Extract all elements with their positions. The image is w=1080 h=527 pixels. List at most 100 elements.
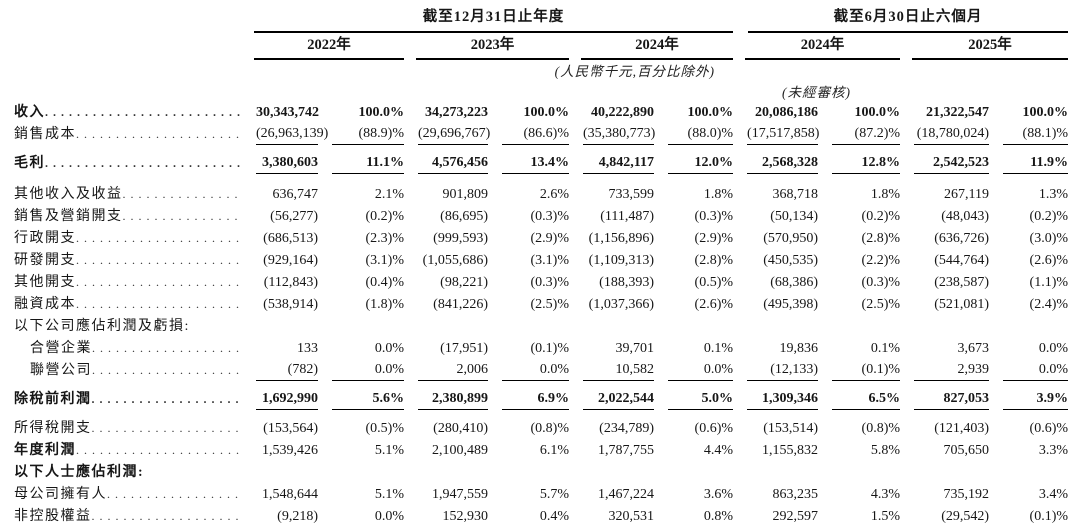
year-header-2023: 2023年 bbox=[404, 33, 569, 60]
percent-cell: 2.1% bbox=[374, 187, 404, 202]
value-cell: (234,789) bbox=[599, 421, 654, 436]
value-cell: (1,156,896) bbox=[588, 231, 654, 246]
value-cell: 827,053 bbox=[900, 385, 990, 410]
percent-cell: 1.8% bbox=[870, 187, 901, 202]
percent-cell: 0.0% bbox=[318, 359, 404, 381]
row-label-cell: 以下公司應佔利潤及虧損: bbox=[6, 315, 242, 337]
value-cell: 1,692,990 bbox=[242, 385, 318, 410]
row-label-cell: 非控股權益 bbox=[6, 505, 242, 527]
value-cell: (999,593) bbox=[433, 231, 488, 246]
percent-cell: (2.5)% bbox=[530, 297, 570, 312]
percent-cell: 5.7% bbox=[539, 487, 569, 502]
percent-cell: 6.9% bbox=[488, 385, 569, 410]
value-cell bbox=[569, 315, 654, 337]
percent-cell: 5.1% bbox=[374, 443, 404, 458]
value-cell: (26,963,139) bbox=[242, 123, 328, 145]
value-cell: (686,513) bbox=[263, 231, 318, 246]
value-cell: (636,726) bbox=[934, 231, 990, 246]
row-label: 融資成本 bbox=[14, 297, 76, 312]
row-label: 毛利 bbox=[14, 156, 45, 171]
value-cell: (495,398) bbox=[763, 297, 819, 312]
value-cell: 901,809 bbox=[442, 187, 489, 202]
value-cell: (1,037,366) bbox=[588, 297, 654, 312]
percent-cell: (0.4)% bbox=[365, 275, 405, 290]
dot-leader bbox=[123, 209, 243, 225]
percent-cell: 12.0% bbox=[654, 149, 734, 174]
table-row: 非控股權益 (9,218) 0.0% 152,930 0.4% 320,531 0.8% 29… bbox=[6, 505, 1068, 527]
table-row: 所得稅開支 (153,564) (0.5)% (280,410) (0.8)% (234,… bbox=[6, 417, 1068, 439]
dot-leader bbox=[45, 105, 242, 121]
value-cell: 636,747 bbox=[272, 187, 319, 202]
value-cell: 30,343,742 bbox=[256, 105, 319, 120]
value-cell: (48,043) bbox=[941, 209, 990, 224]
row-label: 銷售及營銷開支 bbox=[14, 209, 123, 224]
dot-leader bbox=[76, 443, 242, 459]
percent-cell: 0.0% bbox=[654, 359, 734, 381]
percent-cell: (1.1)% bbox=[1029, 275, 1069, 290]
percent-cell: 0.1% bbox=[870, 341, 901, 356]
percent-cell: (0.6)% bbox=[694, 421, 734, 436]
percent-cell: 5.8% bbox=[870, 443, 901, 458]
value-cell: 3,673 bbox=[957, 341, 990, 356]
value-cell: 292,597 bbox=[772, 509, 819, 524]
value-cell: 1,309,346 bbox=[733, 385, 819, 410]
row-label-cell: 研發開支 bbox=[6, 249, 242, 271]
percent-cell: 5.0% bbox=[654, 385, 734, 410]
percent-cell: 1.3% bbox=[1038, 187, 1069, 202]
percent-cell: 11.1% bbox=[318, 149, 404, 174]
percent-cell bbox=[818, 461, 900, 483]
percent-cell: 100.0% bbox=[523, 105, 570, 120]
percent-cell: 6.1% bbox=[539, 443, 569, 458]
percent-cell bbox=[989, 315, 1068, 337]
row-label: 銷售成本 bbox=[14, 127, 76, 142]
period-group-annual-cell: 截至12月31日止年度 bbox=[242, 5, 734, 33]
percent-cell: 5.6% bbox=[318, 385, 404, 410]
value-cell: 1,947,559 bbox=[432, 487, 488, 502]
percent-cell: 12.8% bbox=[818, 149, 901, 174]
table-row: 銷售及營銷開支 (56,277) (0.2)% (86,695) (0.3)% (111,… bbox=[6, 205, 1068, 227]
percent-cell: 0.1% bbox=[703, 341, 734, 356]
percent-cell: 100.0% bbox=[358, 105, 405, 120]
table-row: 毛利3,380,60311.1%4,576,45613.4%4,842,1171… bbox=[6, 149, 1069, 174]
percent-cell: (0.3)% bbox=[530, 275, 570, 290]
value-cell bbox=[900, 461, 989, 483]
table-row: 除稅前利潤 1,692,9905.6%2,380,8996.9%2,022,544… bbox=[6, 385, 1069, 410]
percent-cell: 4.3% bbox=[870, 487, 901, 502]
value-cell: 2,380,899 bbox=[404, 385, 488, 410]
row-label: 非控股權益 bbox=[14, 509, 92, 524]
value-cell: (521,081) bbox=[934, 297, 990, 312]
row-label: 除稅前利潤 bbox=[14, 392, 92, 407]
percent-cell bbox=[818, 315, 900, 337]
percent-cell: (88.0)% bbox=[654, 123, 734, 145]
percent-cell: (2.6)% bbox=[694, 297, 734, 312]
value-cell: 2,939 bbox=[900, 359, 990, 381]
percent-cell: (0.1)% bbox=[530, 341, 570, 356]
dot-leader bbox=[76, 297, 242, 313]
value-cell: (544,764) bbox=[934, 253, 990, 268]
table-body: 收入 30,343,742 100.0% 34,273,223 100.0% 40,222… bbox=[6, 101, 1069, 527]
value-cell: 267,119 bbox=[944, 187, 990, 202]
dot-leader bbox=[76, 275, 242, 291]
dot-leader bbox=[92, 509, 243, 525]
table-row: 行政開支 (686,513) (2.3)% (999,593) (2.9)% (1,156… bbox=[6, 227, 1068, 249]
percent-cell: (0.3)% bbox=[861, 275, 901, 290]
percent-cell: 6.5% bbox=[818, 385, 901, 410]
percent-cell: (0.1)% bbox=[1029, 509, 1069, 524]
value-cell: (450,535) bbox=[763, 253, 819, 268]
percent-cell: 0.0% bbox=[374, 509, 404, 524]
percent-cell: 0.0% bbox=[374, 341, 404, 356]
value-cell: 40,222,890 bbox=[591, 105, 654, 120]
value-cell bbox=[404, 461, 488, 483]
value-cell: 1,787,755 bbox=[598, 443, 654, 458]
year-header-2024-interim: 2024年 bbox=[733, 33, 901, 60]
value-cell: 4,576,456 bbox=[404, 149, 488, 174]
row-label: 以下公司應佔利潤及虧損: bbox=[14, 319, 190, 334]
value-cell: (18,780,024) bbox=[900, 123, 990, 145]
percent-cell: (2.6)% bbox=[1029, 253, 1069, 268]
percent-cell: (3.0)% bbox=[1029, 231, 1069, 246]
value-cell bbox=[569, 461, 654, 483]
row-label: 所得稅開支 bbox=[14, 421, 92, 436]
financial-table: 截至12月31日止年度 截至6月30日止六個月 2022年 2023年 2024… bbox=[6, 5, 1069, 527]
value-cell: 152,930 bbox=[442, 509, 489, 524]
row-label-cell: 銷售及營銷開支 bbox=[6, 205, 242, 227]
